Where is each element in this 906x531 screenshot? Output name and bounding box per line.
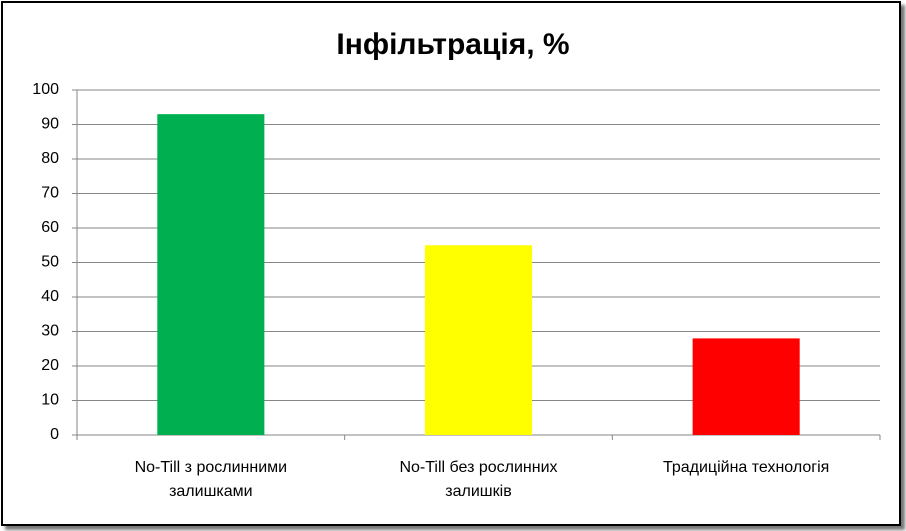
- y-tick-label: 10: [41, 392, 59, 409]
- chart-title: Інфільтрація, %: [336, 28, 569, 61]
- y-tick-label: 70: [41, 185, 59, 202]
- y-tick-label: 100: [32, 81, 59, 98]
- bar: [692, 338, 800, 435]
- y-tick-label: 20: [41, 357, 59, 374]
- y-tick-label: 60: [41, 219, 59, 236]
- x-tick-label: No-Till з рослинними залишками: [134, 459, 288, 500]
- bar: [157, 114, 265, 436]
- y-tick-label: 90: [41, 116, 59, 133]
- y-tick-label: 40: [41, 288, 59, 305]
- y-tick-label: 80: [41, 150, 59, 167]
- bar: [424, 245, 533, 435]
- y-tick-label: 50: [41, 254, 59, 271]
- x-tick-label: Традиційна технологія: [662, 459, 830, 476]
- y-tick-label: 30: [41, 323, 59, 340]
- y-tick-label: 0: [50, 426, 59, 443]
- x-tick-label: No-Till без рослинних залишків: [399, 459, 558, 500]
